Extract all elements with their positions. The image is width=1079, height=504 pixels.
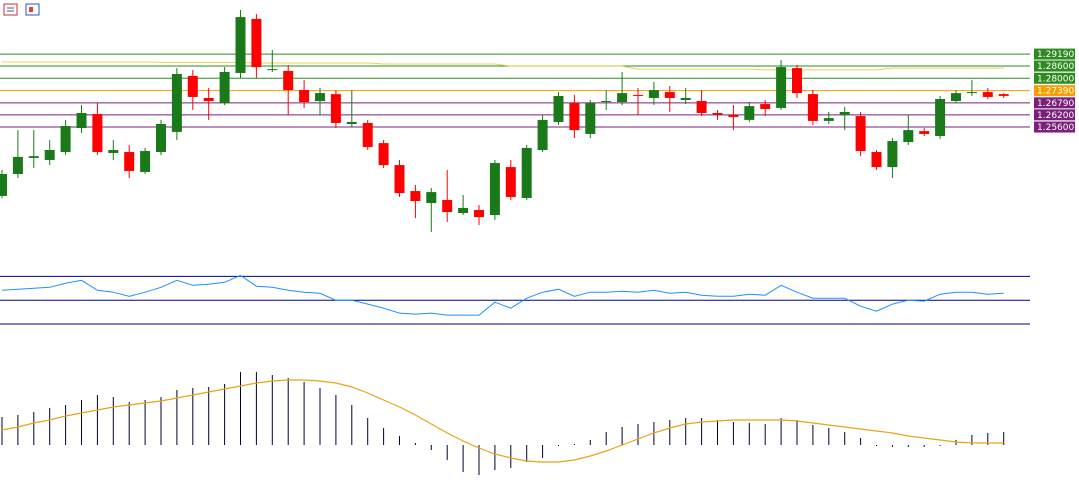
candle-body <box>12 156 23 174</box>
candle-body <box>426 192 437 204</box>
candle-body <box>124 152 135 171</box>
candle-body <box>744 106 755 120</box>
candle-body <box>140 151 151 172</box>
candle-body <box>299 90 310 103</box>
level-label: 1.25600 <box>1037 123 1074 133</box>
candle-body <box>267 69 278 71</box>
candle-body <box>855 116 866 152</box>
candle-body <box>601 101 612 103</box>
candle-body <box>505 167 516 197</box>
candle-body <box>839 111 850 116</box>
candle-body <box>156 123 166 153</box>
candle-body <box>712 113 723 116</box>
level-label: 1.26790 <box>1037 99 1074 109</box>
level-label: 1.28000 <box>1037 74 1074 84</box>
candle-body <box>617 93 628 103</box>
candle-body <box>442 200 453 212</box>
candle-body <box>489 163 500 216</box>
candle-body <box>935 98 946 136</box>
candle-body <box>362 122 373 147</box>
candle-body <box>760 104 771 109</box>
candle-body <box>696 101 707 114</box>
candle-body <box>823 118 834 121</box>
moving-average <box>2 61 1004 71</box>
oscillator-line <box>1 274 1004 316</box>
candle-body <box>982 92 993 97</box>
candle-body <box>330 94 341 123</box>
candle-body <box>0 173 7 196</box>
candle-body <box>187 76 198 97</box>
candle-body <box>28 156 39 158</box>
candle-body <box>887 141 898 168</box>
candle-body <box>219 71 230 104</box>
candle-body <box>235 17 246 73</box>
candle-body <box>998 94 1009 96</box>
candle-body <box>919 131 930 134</box>
candle-body <box>569 103 580 131</box>
candle-body <box>315 93 325 102</box>
level-label-box <box>1034 60 1075 72</box>
signal-line <box>1 379 1004 463</box>
candle-body <box>76 113 87 129</box>
candle-body <box>648 90 659 98</box>
level-label-box <box>1034 121 1075 133</box>
candle-body <box>251 18 262 68</box>
candle-body <box>108 150 119 154</box>
icon-part <box>29 7 33 12</box>
candle-body <box>203 97 214 102</box>
icon-list[interactable] <box>3 3 18 16</box>
toolbar-icons <box>3 3 40 16</box>
candle-body <box>60 126 71 153</box>
level-label-box <box>1034 48 1075 60</box>
candle-body <box>92 114 103 153</box>
candle-body <box>966 92 977 94</box>
candle-body <box>474 209 484 218</box>
candle-body <box>171 73 182 132</box>
level-label-box <box>1034 97 1075 109</box>
candle-body <box>394 165 405 194</box>
candle-body <box>903 130 914 143</box>
level-label-box <box>1034 72 1075 84</box>
level-label-box <box>1034 109 1075 121</box>
candle-body <box>553 95 564 122</box>
candle-body <box>871 152 882 168</box>
candle-body <box>44 150 55 160</box>
candle-body <box>410 191 421 202</box>
candle-body <box>776 67 787 108</box>
level-label-box <box>1034 85 1075 97</box>
candle-body <box>346 121 357 124</box>
candle-body <box>521 147 532 198</box>
candle-body <box>378 143 389 166</box>
level-label: 1.29190 <box>1037 50 1074 60</box>
level-label: 1.28600 <box>1037 62 1074 72</box>
candle-body <box>458 207 469 214</box>
candle-body <box>951 93 961 102</box>
candle-body <box>537 119 548 151</box>
candle-body <box>283 70 294 91</box>
candle-body <box>807 94 818 121</box>
candle-body <box>680 97 691 101</box>
candle-body <box>585 103 596 134</box>
candle-body <box>728 115 739 118</box>
candle-body <box>792 68 802 94</box>
candle-body <box>633 94 643 96</box>
level-label: 1.26200 <box>1037 111 1074 121</box>
candle-body <box>664 92 675 98</box>
level-label: 1.27390 <box>1037 87 1074 97</box>
